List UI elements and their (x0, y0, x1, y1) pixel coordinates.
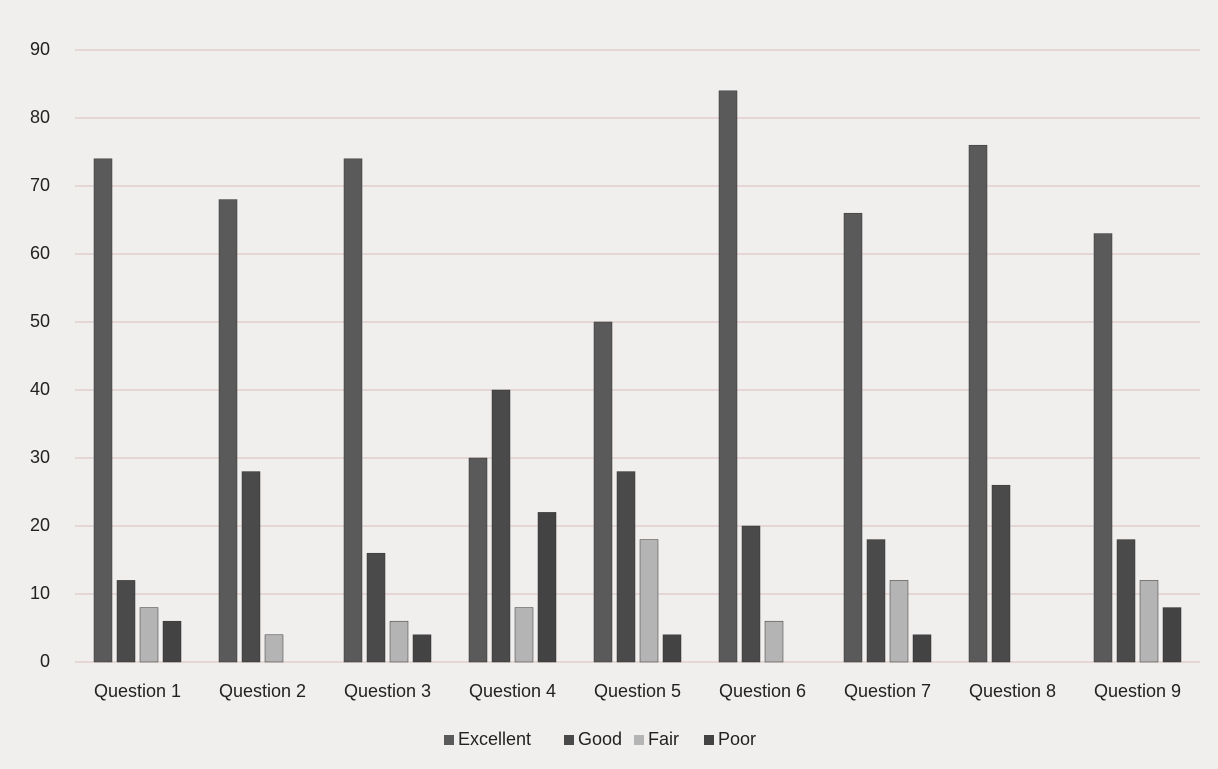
bar (912, 634, 932, 663)
legend-label: Fair (648, 729, 679, 749)
legend-label: Excellent (458, 729, 531, 749)
bar (514, 607, 534, 663)
x-tick-label: Question 9 (1094, 681, 1181, 701)
bar (764, 620, 784, 663)
x-tick-label: Question 1 (94, 681, 181, 701)
legend-swatch (704, 735, 714, 745)
y-tick-label: 0 (40, 651, 50, 671)
y-tick-label: 70 (30, 175, 50, 195)
legend-swatch (444, 735, 454, 745)
x-tick-label: Question 4 (469, 681, 556, 701)
bar (412, 634, 432, 663)
bar (843, 212, 863, 663)
bar (241, 471, 261, 663)
x-tick-label: Question 3 (344, 681, 431, 701)
bar (162, 620, 182, 663)
bar (366, 552, 386, 663)
x-tick-label: Question 6 (719, 681, 806, 701)
y-tick-label: 40 (30, 379, 50, 399)
y-tick-label: 20 (30, 515, 50, 535)
bar (639, 539, 659, 663)
bar (93, 158, 113, 663)
bar (218, 199, 238, 663)
y-tick-label: 90 (30, 39, 50, 59)
y-tick-label: 10 (30, 583, 50, 603)
x-tick-label: Question 5 (594, 681, 681, 701)
bar (866, 539, 886, 663)
x-tick-label: Question 8 (969, 681, 1056, 701)
bar (468, 457, 488, 663)
bar (1162, 607, 1182, 663)
legend-swatch (634, 735, 644, 745)
bar (968, 144, 988, 663)
y-tick-label: 80 (30, 107, 50, 127)
bar (343, 158, 363, 663)
legend-label: Good (578, 729, 622, 749)
bar (616, 471, 636, 663)
bar (537, 512, 557, 663)
y-tick-label: 50 (30, 311, 50, 331)
bar (389, 620, 409, 663)
bar (991, 484, 1011, 663)
bar (1093, 233, 1113, 663)
y-tick-label: 60 (30, 243, 50, 263)
bar (662, 634, 682, 663)
bar (116, 580, 136, 663)
bar (889, 580, 909, 663)
bar (139, 607, 159, 663)
x-tick-label: Question 2 (219, 681, 306, 701)
bar (264, 634, 284, 663)
bar (491, 389, 511, 663)
bar (718, 90, 738, 663)
legend-label: Poor (718, 729, 756, 749)
legend-swatch (564, 735, 574, 745)
bar (593, 321, 613, 663)
bar (1139, 580, 1159, 663)
x-tick-label: Question 7 (844, 681, 931, 701)
bar (741, 525, 761, 663)
y-tick-label: 30 (30, 447, 50, 467)
bar (1116, 539, 1136, 663)
